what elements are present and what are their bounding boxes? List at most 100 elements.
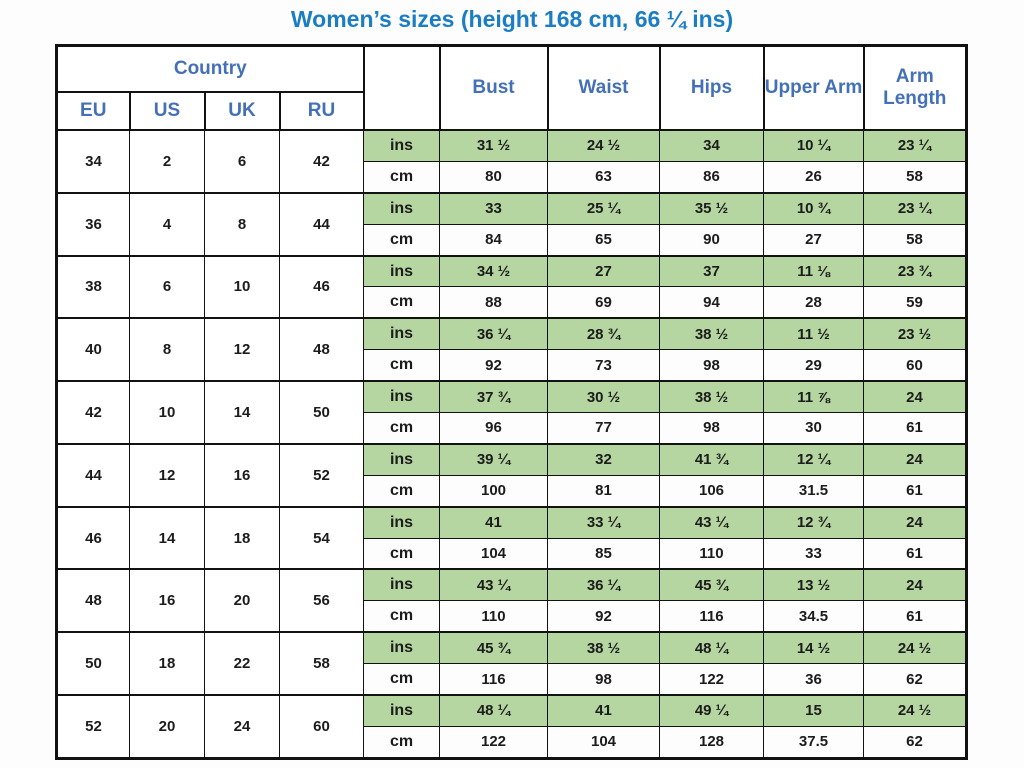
waist-ins-cell: 24 ½ (547, 128, 661, 162)
ru-size-cell: 58 (278, 631, 365, 696)
upper-arm-cm-cell: 37.5 (763, 725, 865, 759)
arm-length-ins-cell: 24 (863, 568, 968, 602)
upper-arm-ins-cell: 13 ½ (763, 568, 865, 602)
table-row-ins-34: 34 2 6 42 ins 31 ½ 24 ½ 34 10 ¼ 23 ¼ (56, 128, 968, 194)
hips-cm-cell: 90 (659, 223, 765, 257)
uk-size-cell: 16 (204, 442, 280, 508)
hips-ins-cell: 41 ¾ (659, 442, 765, 476)
hips-ins-cell: 49 ¼ (659, 694, 765, 727)
eu-size-cell: 34 (56, 129, 130, 194)
arm-length-cm-cell: 58 (863, 223, 968, 257)
waist-ins-cell: 30 ½ (547, 380, 661, 414)
unit-label-cm: cm (363, 474, 441, 508)
table-row-cm-52: cm 122 104 128 37.5 62 (57, 725, 968, 759)
unit-label-ins: ins (363, 380, 441, 414)
waist-cm-cell: 73 (547, 349, 661, 382)
uk-size-cell: 12 (204, 317, 280, 382)
hips-ins-cell: 45 ¾ (659, 568, 765, 602)
arm-length-cm-cell: 60 (863, 349, 968, 382)
upper-arm-cm-cell: 33 (763, 537, 865, 570)
table-row-cm-36: cm 84 65 90 27 58 (57, 223, 968, 257)
bust-cm-cell: 96 (439, 412, 549, 445)
unit-label-cm: cm (363, 600, 441, 633)
table-row-ins-50: 50 18 22 58 ins 45 ¾ 38 ½ 48 ¼ 14 ½ 24 ½ (56, 631, 968, 696)
bust-cm-cell: 116 (439, 663, 549, 696)
arm-length-cm-cell: 62 (863, 663, 968, 696)
bust-ins-cell: 34 ½ (439, 254, 549, 288)
waist-ins-cell: 28 ¾ (547, 317, 661, 351)
waist-ins-cell: 38 ½ (547, 631, 661, 665)
ru-size-cell: 52 (278, 442, 365, 508)
us-size-cell: 4 (129, 191, 205, 257)
ru-size-cell: 46 (278, 254, 365, 319)
unit-label-cm: cm (363, 223, 441, 257)
ru-header: RU (278, 91, 365, 131)
bust-cm-cell: 110 (439, 600, 549, 633)
waist-cm-cell: 92 (547, 600, 661, 633)
uk-size-cell: 22 (204, 631, 280, 696)
waist-ins-cell: 41 (547, 694, 661, 727)
bust-cm-cell: 100 (439, 474, 549, 508)
unit-label-cm: cm (363, 160, 441, 194)
eu-size-cell: 40 (56, 317, 130, 382)
unit-column-header (362, 44, 441, 131)
upper-arm-cm-cell: 34.5 (763, 600, 865, 633)
table-row-cm-48: cm 110 92 116 34.5 61 (57, 600, 968, 633)
arm-length-cm-cell: 62 (863, 725, 968, 759)
waist-cm-cell: 77 (547, 412, 661, 445)
table-row-ins-44: 44 12 16 52 ins 39 ¼ 32 41 ¾ 12 ¼ 24 (56, 442, 968, 508)
upper-arm-cm-cell: 31.5 (763, 474, 865, 508)
arm-length-ins-cell: 23 ½ (863, 317, 968, 351)
bust-header: Bust (438, 44, 549, 131)
upper-arm-cm-cell: 29 (763, 349, 865, 382)
us-size-cell: 18 (129, 631, 205, 696)
eu-header: EU (55, 91, 131, 131)
upper-arm-ins-cell: 10 ¼ (763, 128, 865, 162)
upper-arm-ins-cell: 12 ¼ (763, 442, 865, 476)
unit-label-ins: ins (363, 631, 441, 665)
bust-ins-cell: 31 ½ (439, 128, 549, 162)
waist-ins-cell: 32 (547, 442, 661, 476)
table-row-ins-42: 42 10 14 50 ins 37 ¾ 30 ½ 38 ½ 11 ⅞ 24 (56, 380, 968, 445)
table-row-ins-48: 48 16 20 56 ins 43 ¼ 36 ¼ 45 ¾ 13 ½ 24 (56, 568, 968, 633)
table-header: Country Bust Waist Hips Upper Arm Arm Le… (55, 44, 968, 131)
bust-cm-cell: 92 (439, 349, 549, 382)
eu-size-cell: 48 (56, 568, 130, 633)
uk-size-cell: 20 (204, 568, 280, 633)
arm-length-ins-cell: 23 ¼ (863, 128, 968, 162)
arm-length-header: Arm Length (862, 44, 968, 131)
us-size-cell: 12 (129, 442, 205, 508)
arm-length-ins-cell: 24 (863, 380, 968, 414)
hips-ins-cell: 34 (659, 128, 765, 162)
hips-ins-cell: 37 (659, 254, 765, 288)
hips-cm-cell: 110 (659, 537, 765, 570)
table-row-cm-50: cm 116 98 122 36 62 (57, 663, 968, 696)
hips-ins-cell: 35 ½ (659, 191, 765, 225)
bust-ins-cell: 43 ¼ (439, 568, 549, 602)
page-title: Women’s sizes (height 168 cm, 66 ¼ ins) (290, 6, 734, 32)
bust-ins-cell: 48 ¼ (439, 694, 549, 727)
bust-ins-cell: 33 (439, 191, 549, 225)
upper-arm-cm-cell: 27 (763, 223, 865, 257)
uk-header: UK (203, 91, 281, 131)
upper-arm-ins-cell: 11 ⅛ (763, 254, 865, 288)
ru-size-cell: 42 (278, 129, 365, 194)
table-row-cm-38: cm 88 69 94 28 59 (57, 286, 968, 319)
bust-ins-cell: 45 ¾ (439, 631, 549, 665)
arm-length-cm-cell: 61 (863, 537, 968, 570)
bust-cm-cell: 80 (439, 160, 549, 194)
eu-size-cell: 42 (56, 380, 130, 445)
waist-cm-cell: 81 (547, 474, 661, 508)
table-row-ins-36: 36 4 8 44 ins 33 25 ¼ 35 ½ 10 ¾ 23 ¼ (56, 191, 968, 257)
unit-label-ins: ins (363, 128, 441, 162)
us-size-cell: 14 (129, 505, 205, 570)
hips-cm-cell: 106 (659, 474, 765, 508)
ru-size-cell: 60 (278, 694, 365, 759)
bust-cm-cell: 88 (439, 286, 549, 319)
bust-ins-cell: 36 ¼ (439, 317, 549, 351)
us-size-cell: 10 (129, 380, 205, 445)
waist-ins-cell: 33 ¼ (547, 505, 661, 539)
upper-arm-ins-cell: 11 ½ (763, 317, 865, 351)
upper-arm-header: Upper Arm (762, 44, 865, 131)
hips-cm-cell: 94 (659, 286, 765, 319)
